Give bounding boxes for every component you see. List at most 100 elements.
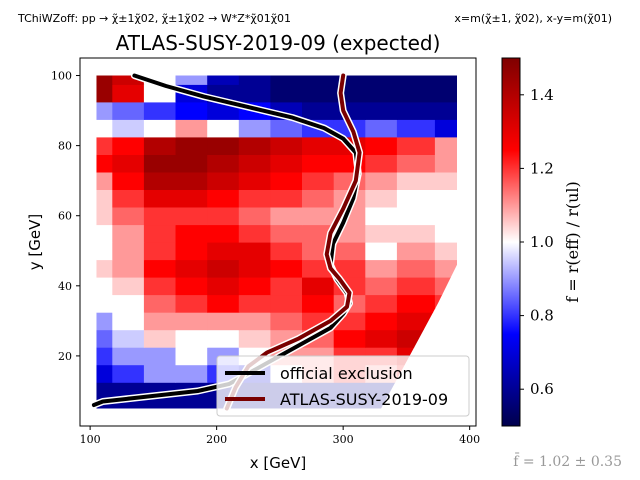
heatmap-cell <box>207 312 240 331</box>
heatmap-cell <box>270 294 303 313</box>
heatmap-cell <box>238 277 271 296</box>
heatmap-cell <box>112 75 145 85</box>
heatmap-cell <box>112 101 145 120</box>
heatmap-cell <box>143 329 177 348</box>
y-tick-label: 100 <box>51 70 72 83</box>
heatmap-cell <box>143 294 177 313</box>
heatmap-cell <box>333 242 366 261</box>
heatmap-cell <box>112 224 145 243</box>
y-tick-label: 40 <box>58 280 72 293</box>
heatmap-cell <box>302 189 335 208</box>
heatmap-cell <box>96 171 113 190</box>
heatmap-cell <box>434 312 458 331</box>
heatmap-cell <box>112 207 145 226</box>
heatmap-cell <box>143 189 177 208</box>
heatmap-cell <box>238 189 271 208</box>
heatmap-cell <box>238 119 271 138</box>
heatmap-cell <box>434 329 458 348</box>
heatmap-cell <box>207 75 240 85</box>
heatmap-cell <box>238 207 271 226</box>
heatmap-cell <box>365 259 398 278</box>
heatmap-cell <box>112 294 145 313</box>
legend-analysis-label: ATLAS-SUSY-2019-09 <box>280 390 448 409</box>
heatmap-cell <box>238 84 271 103</box>
heatmap-cell <box>207 277 240 296</box>
heatmap-cell <box>96 119 113 138</box>
heatmap-cell <box>96 364 113 383</box>
heatmap-cell <box>396 189 436 208</box>
heatmap-cell <box>365 75 398 85</box>
heatmap-cell <box>434 101 458 120</box>
heatmap-cell <box>96 294 113 313</box>
heatmap-cell <box>434 154 458 173</box>
heatmap-cell <box>396 312 436 331</box>
heatmap-cell <box>238 259 271 278</box>
heatmap-cell <box>207 189 240 208</box>
heatmap-cell <box>238 329 271 348</box>
heatmap-cell <box>143 347 177 366</box>
heatmap-cell <box>270 312 303 331</box>
heatmap-cell <box>96 101 113 120</box>
heatmap-cell <box>175 224 208 243</box>
heatmap-cell <box>302 277 335 296</box>
heatmap-cell <box>270 207 303 226</box>
heatmap-cell <box>365 224 398 243</box>
heatmap-cell <box>207 294 240 313</box>
heatmap-cell <box>175 364 208 383</box>
colorbar-tick-label: 0.8 <box>530 307 554 325</box>
heatmap-cell <box>270 136 303 155</box>
heatmap-cell <box>96 312 113 331</box>
heatmap-cell <box>365 101 398 120</box>
heatmap-cell <box>96 207 113 226</box>
heatmap-cell <box>143 277 177 296</box>
heatmap-cell <box>270 189 303 208</box>
heatmap-cell <box>112 329 145 348</box>
legend-official-label: official exclusion <box>280 364 413 383</box>
heatmap-cell <box>143 136 177 155</box>
heatmap-cell <box>302 154 335 173</box>
heatmap-cell <box>112 312 145 331</box>
heatmap-cell <box>175 294 208 313</box>
heatmap-cell <box>270 259 303 278</box>
plot-frame <box>79 57 477 427</box>
heatmap-cell <box>270 119 303 138</box>
heatmap-cell <box>175 347 208 366</box>
heatmap-cell <box>175 171 208 190</box>
heatmap-cell <box>96 347 113 366</box>
heatmap-cell <box>396 119 436 138</box>
heatmap-cell <box>434 189 458 208</box>
heatmap-cell <box>434 277 458 296</box>
heatmap-cell <box>207 242 240 261</box>
heatmap-cell <box>207 171 240 190</box>
heatmap-cell <box>112 347 145 366</box>
heatmap-cell <box>302 294 335 313</box>
heatmap-cell <box>434 207 458 226</box>
heatmap-cell <box>396 136 436 155</box>
analysis-exclusion-line <box>224 73 362 411</box>
heatmap-cell <box>175 259 208 278</box>
legend-box <box>216 355 470 417</box>
heatmap-cell <box>270 84 303 103</box>
heatmap-cell <box>270 224 303 243</box>
heatmap-cell <box>270 154 303 173</box>
heatmap-cell <box>365 119 398 138</box>
heatmap-cell <box>96 277 113 296</box>
heatmap-cell <box>365 207 398 226</box>
heatmap-cell <box>207 224 240 243</box>
heatmap-cell <box>96 154 113 173</box>
heatmap-cell <box>238 154 271 173</box>
heatmap-cell <box>434 259 458 278</box>
heatmap-cell <box>434 171 458 190</box>
heatmap-cell <box>238 171 271 190</box>
heatmap-cell <box>143 312 177 331</box>
heatmap-cell <box>365 171 398 190</box>
colorbar-tick-label: 1.0 <box>530 233 554 251</box>
heatmap-cell <box>434 294 458 313</box>
heatmap-cell <box>238 75 271 85</box>
heatmap-cell <box>175 399 208 409</box>
heatmap-cell <box>96 136 113 155</box>
heatmap-cell <box>96 189 113 208</box>
heatmap-cell <box>207 259 240 278</box>
heatmap-cell <box>396 242 436 261</box>
chart-title: ATLAS-SUSY-2019-09 (expected) <box>116 31 441 55</box>
